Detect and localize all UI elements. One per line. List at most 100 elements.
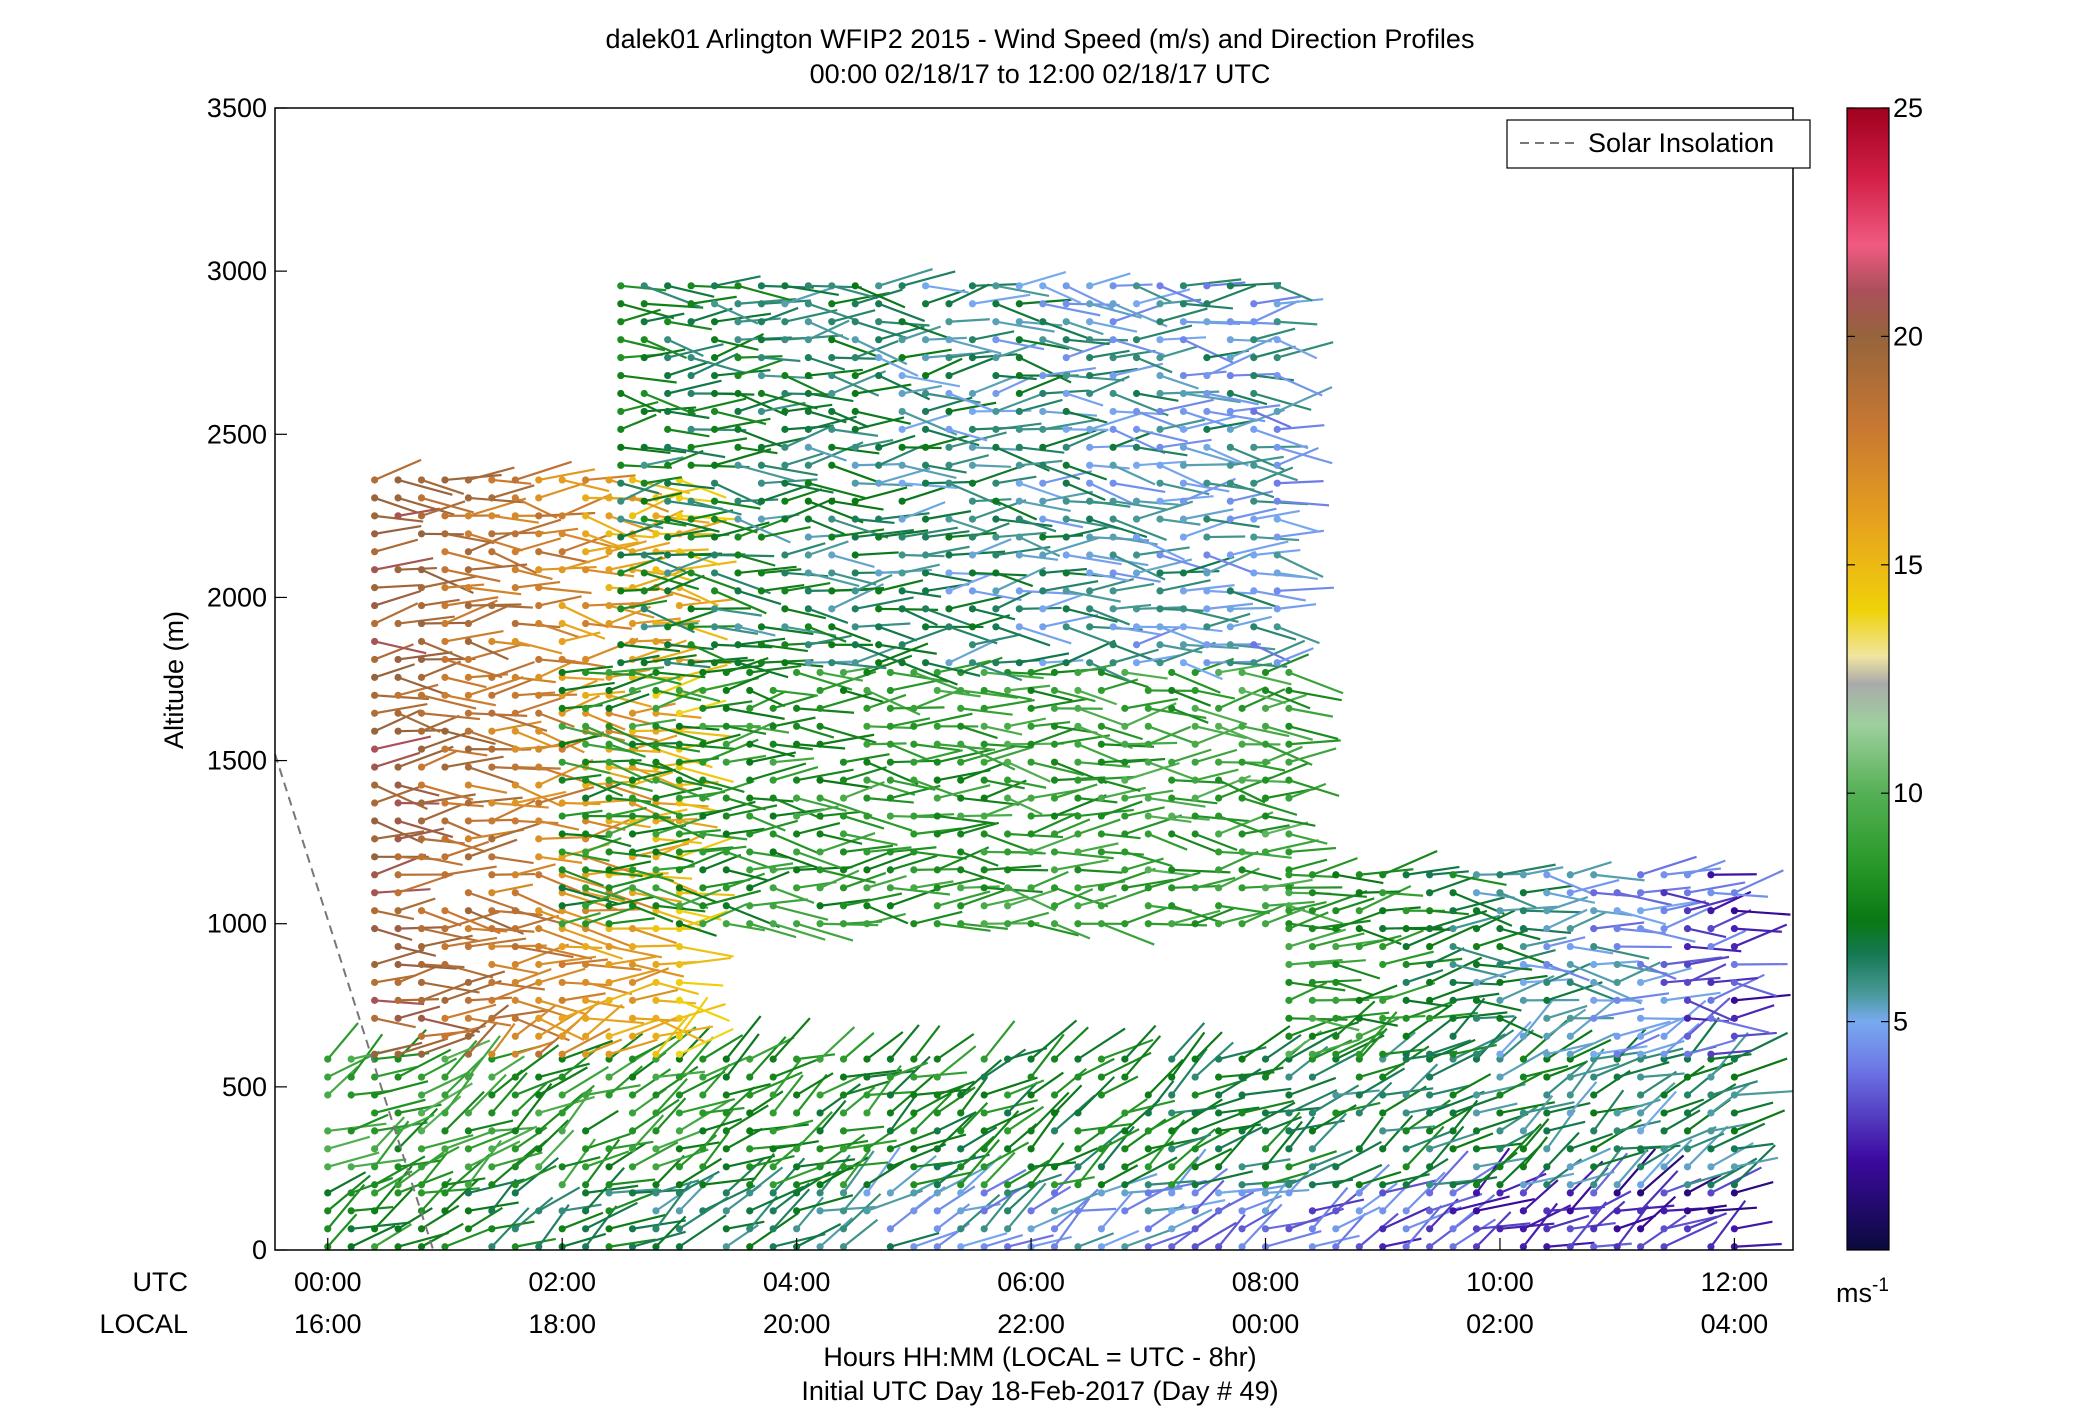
wind-barb (1288, 1150, 1337, 1168)
wind-barb-dot (511, 925, 519, 933)
wind-barb-dot (582, 1243, 590, 1250)
wind-barb (1077, 818, 1121, 836)
wind-barb (1206, 284, 1257, 305)
wind-barb (644, 302, 704, 309)
wind-barb-dot (535, 1091, 543, 1099)
wind-barb-dot (1660, 1091, 1668, 1099)
wind-barb (467, 1021, 498, 1055)
wind-barb-dot (1215, 920, 1223, 928)
wind-barb-dot (1519, 1032, 1527, 1040)
wind-barb (761, 625, 814, 636)
wind-barb-dot (898, 371, 906, 380)
wind-barb (538, 1062, 590, 1079)
wind-barb (1335, 1212, 1367, 1248)
wind-barb (1147, 761, 1198, 782)
wind-barb-dot (535, 476, 543, 484)
wind-barb-dot (1566, 925, 1574, 933)
wind-barb (1042, 366, 1096, 377)
wind-barb-dot (1613, 1243, 1621, 1250)
wind-barb (1687, 881, 1746, 894)
wind-barb (972, 464, 1025, 485)
wind-barb-dot (1132, 533, 1141, 541)
wind-barb-dot (1238, 1127, 1246, 1135)
wind-barb (1734, 981, 1777, 998)
wind-barb (1499, 863, 1556, 876)
wind-barb (901, 384, 943, 395)
wind-barb (1007, 1173, 1063, 1194)
wind-barb (1640, 1072, 1685, 1079)
wind-barb (1065, 410, 1108, 424)
wind-barb-dot (910, 920, 918, 928)
wind-barb-dot (1215, 1073, 1223, 1081)
wind-barb-dot (757, 461, 766, 469)
wind-barb (538, 873, 581, 893)
wind-barb-dot (1132, 605, 1141, 613)
wind-barb-dot (417, 601, 426, 610)
wind-barb (468, 970, 506, 984)
wind-barb (1687, 1132, 1725, 1150)
wind-barb-dot (804, 318, 812, 326)
wind-barb-dot (1566, 1243, 1574, 1250)
wind-barb (702, 780, 755, 800)
wind-barb-dot (1121, 1127, 1129, 1135)
wind-barb (632, 671, 682, 686)
wind-barb (515, 691, 556, 697)
wind-barb-dot (675, 1127, 684, 1135)
wind-barb (538, 481, 587, 499)
wind-barb-dot (324, 1189, 332, 1197)
wind-barb-dot (394, 1073, 402, 1081)
wind-barb-dot (464, 781, 473, 789)
wind-barb-dot (757, 587, 766, 595)
wind-barb (620, 400, 659, 413)
wind-barb-dot (1121, 848, 1129, 856)
wind-barb-dot (511, 1189, 519, 1197)
wind-barb (948, 573, 991, 592)
wind-barb (1089, 349, 1130, 359)
wind-barb-dot (1496, 925, 1504, 933)
wind-barb (1030, 922, 1079, 937)
wind-barb (1065, 320, 1104, 336)
wind-barb-dot (1261, 848, 1270, 856)
wind-barb-dot (1590, 1050, 1598, 1058)
wind-barb-dot (1203, 425, 1211, 433)
wind-barb-dot (1543, 1163, 1551, 1171)
x-axis-label: Hours HH:MM (LOCAL = UTC - 8hr) (823, 1342, 1256, 1372)
wind-barb-dot (1730, 1073, 1738, 1081)
wind-barb (1264, 1111, 1301, 1150)
wind-barb (374, 458, 422, 481)
wind-barb-dot (1015, 389, 1023, 398)
wind-barb-dot (1730, 1127, 1738, 1135)
wind-barb-dot (710, 533, 719, 541)
wind-barb-dot (968, 282, 977, 290)
wind-barb (373, 1116, 405, 1150)
wind-barb-dot (640, 515, 648, 523)
wind-barb (561, 478, 610, 493)
wind-barb (1065, 464, 1108, 481)
wind-barb-dot (535, 1032, 543, 1040)
wind-barb-dot (371, 673, 379, 681)
wind-barb (421, 1029, 479, 1038)
wind-barb-dot (957, 866, 965, 874)
wind-barb-dot (1226, 515, 1234, 523)
wind-barb (1230, 507, 1277, 521)
wind-barb-dot (1156, 587, 1164, 595)
wind-barb (1734, 909, 1791, 916)
wind-barb-dot (863, 1073, 871, 1081)
wind-barb-dot (417, 566, 426, 574)
wind-barb-dot (617, 336, 625, 344)
wind-barb-dot (1273, 425, 1281, 433)
wind-barb-dot (1004, 776, 1012, 784)
wind-barb (1253, 509, 1300, 521)
wind-barb-dot (1027, 758, 1035, 766)
wind-barb (655, 1078, 688, 1114)
wind-barb-dot (968, 515, 977, 523)
wind-barb (807, 625, 847, 643)
wind-barb-dot (793, 884, 801, 892)
wind-barb (972, 589, 1022, 602)
wind-barb (491, 640, 531, 647)
wind-barb-dot (793, 722, 801, 730)
wind-barb (1546, 1004, 1588, 1020)
wind-barb-dot (1683, 907, 1692, 915)
wind-barb-dot (1566, 1225, 1574, 1233)
wind-barb-dot (1203, 605, 1211, 613)
